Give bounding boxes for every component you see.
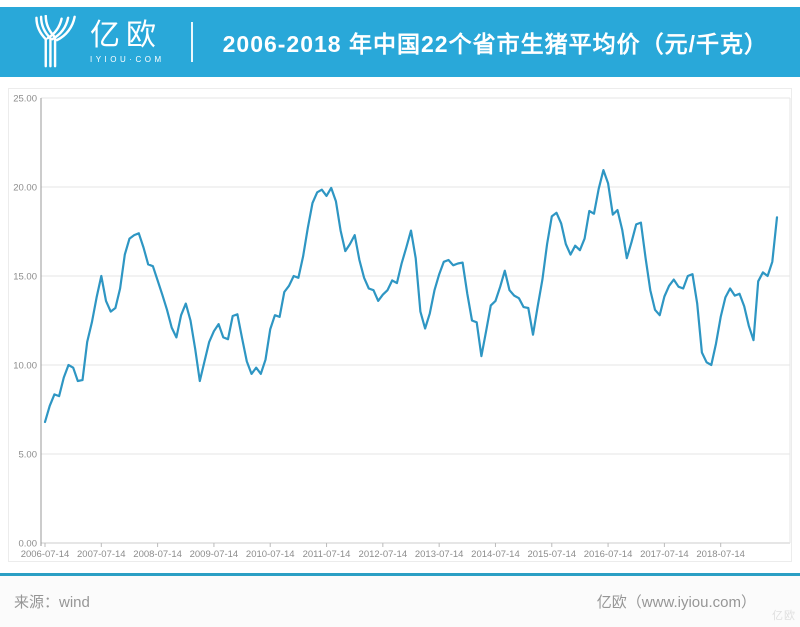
header-divider	[190, 22, 193, 62]
logo-subtext: IYIOU·COM	[90, 54, 165, 64]
source-label: 来源：wind	[14, 594, 90, 611]
iyiou-logo-icon	[35, 15, 76, 68]
y-axis-label: 5.00	[19, 450, 38, 461]
x-axis-label: 2013-07-14	[415, 549, 464, 560]
x-axis-label: 2011-07-14	[303, 549, 351, 560]
y-axis-label: 15.00	[13, 272, 37, 283]
x-axis-label: 2007-07-14	[77, 549, 126, 560]
x-axis-label: 2016-07-14	[584, 549, 633, 560]
logo-text-block: 亿欧 IYIOU·COM	[90, 18, 165, 64]
footer-divider	[0, 573, 800, 576]
page-title: 2006-2018 年中国22个省市生猪平均价（元/千克）	[222, 31, 768, 57]
price-line-series	[43, 168, 779, 424]
x-axis-label: 2008-07-14	[133, 549, 182, 560]
y-axis-label: 20.00	[13, 183, 37, 194]
x-axis-label: 2014-07-14	[471, 549, 520, 560]
footer: 来源：wind 亿欧（www.iyiou.com）	[0, 576, 800, 627]
iyiou-watermark: 亿欧	[772, 610, 796, 622]
x-axis-label: 2010-07-14	[246, 549, 295, 560]
credit-label: 亿欧（www.iyiou.com）	[596, 594, 756, 611]
y-axis-label: 0.00	[19, 539, 38, 550]
y-axis-label: 25.00	[13, 94, 37, 105]
header: 亿欧 IYIOU·COM 2006-2018 年中国22个省市生猪平均价（元/千…	[0, 7, 800, 77]
logo-text: 亿欧	[90, 18, 162, 52]
x-axis-label: 2012-07-14	[359, 549, 408, 560]
x-axis-label: 2006-07-14	[21, 549, 70, 560]
x-axis-label: 2015-07-14	[527, 549, 576, 560]
x-axis-label: 2018-07-14	[696, 549, 745, 560]
chart-panel: 25.00 20.00 15.00 10.00 5.00 0.00 2006-07-14 20…	[8, 88, 792, 562]
x-axis-label: 2009-07-14	[190, 549, 239, 560]
x-axis-label: 2017-07-14	[640, 549, 689, 560]
y-axis-label: 10.00	[13, 361, 37, 372]
iyiou-logo: 亿欧 IYIOU·COM	[0, 15, 165, 69]
